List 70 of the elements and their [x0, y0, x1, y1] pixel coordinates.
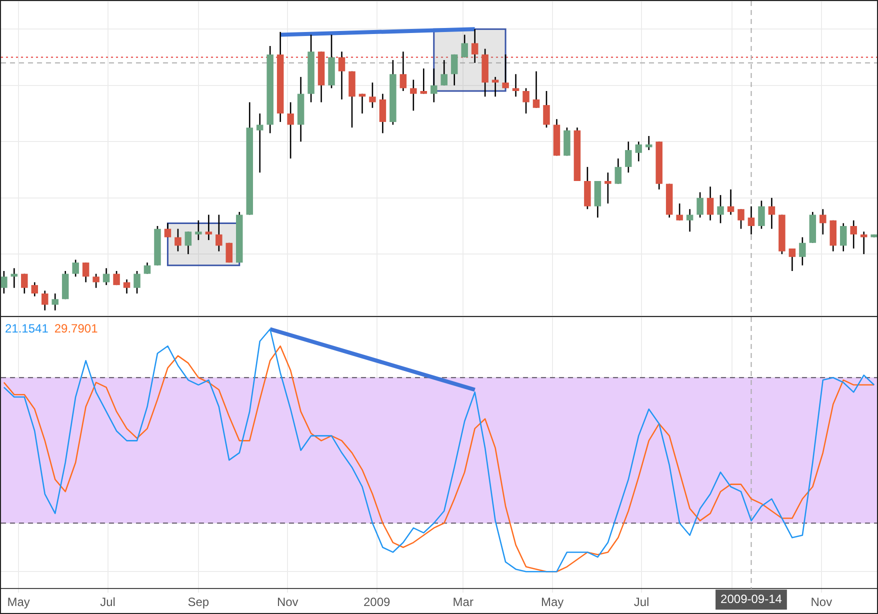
candlestick	[420, 68, 428, 94]
candlestick	[532, 70, 540, 109]
candlestick	[676, 202, 683, 222]
candlestick	[174, 228, 182, 252]
x-tick-label: Nov	[810, 595, 832, 610]
candlestick	[82, 262, 90, 283]
candlestick	[256, 112, 264, 174]
candlestick	[164, 222, 172, 238]
candlestick	[410, 79, 417, 112]
candlestick	[92, 273, 100, 289]
candlestick	[758, 200, 765, 230]
candlestick	[727, 188, 734, 216]
candlestick	[205, 214, 212, 241]
x-tick-label: May	[541, 595, 564, 610]
x-tick-label: Jul	[634, 595, 650, 610]
candlestick	[102, 268, 110, 286]
candlestick	[379, 93, 386, 134]
candlestick	[41, 290, 48, 312]
candlestick	[706, 186, 714, 222]
candlestick	[860, 230, 868, 255]
x-tick-label: Sep	[188, 595, 210, 610]
x-tick-label: Nov	[276, 595, 298, 610]
candlestick	[820, 208, 826, 236]
candlestick	[123, 278, 130, 294]
candlestick	[461, 34, 468, 58]
candlestick	[450, 54, 458, 86]
candlestick	[21, 273, 28, 294]
candlestick	[768, 197, 776, 230]
candlestick	[788, 248, 796, 272]
candlestick	[522, 88, 530, 114]
candlestick	[72, 259, 79, 278]
candlestick	[614, 158, 622, 184]
candlestick	[1, 270, 8, 294]
candlestick	[686, 208, 694, 232]
candlestick	[717, 194, 724, 224]
candlestick	[113, 270, 120, 286]
ref-line-label: 2009-09-14	[720, 592, 782, 606]
candlestick	[696, 192, 704, 218]
annotation: 21.1541	[5, 321, 49, 336]
annotation: 29.7901	[54, 321, 98, 336]
candlestick	[184, 230, 192, 255]
candlestick	[144, 262, 151, 274]
candlestick	[134, 270, 140, 294]
candlestick	[635, 140, 642, 162]
candlestick	[52, 292, 58, 312]
candlestick	[543, 90, 550, 128]
x-tick-label: May	[7, 595, 30, 610]
x-tick-label: Jul	[100, 595, 116, 610]
candlestick	[625, 140, 632, 174]
candlestick	[738, 208, 744, 230]
candlestick	[512, 73, 520, 98]
candlestick	[799, 236, 806, 266]
candlestick	[850, 220, 857, 250]
x-tick-label: 2009	[363, 595, 391, 610]
candlestick	[502, 54, 509, 89]
candlestick	[604, 172, 612, 204]
x-tick-label: Mar	[452, 595, 474, 610]
candlestick	[31, 282, 38, 297]
candlestick	[471, 28, 478, 64]
candlestick	[287, 102, 294, 160]
candlestick	[195, 220, 202, 241]
candlestick	[645, 135, 652, 151]
candlestick	[400, 50, 407, 92]
candlestick	[840, 222, 847, 252]
candlestick	[338, 50, 346, 100]
candlestick	[369, 82, 376, 109]
candlestick	[216, 214, 222, 252]
candlestick	[440, 59, 448, 86]
candlestick	[430, 68, 438, 103]
candlestick	[748, 206, 755, 236]
